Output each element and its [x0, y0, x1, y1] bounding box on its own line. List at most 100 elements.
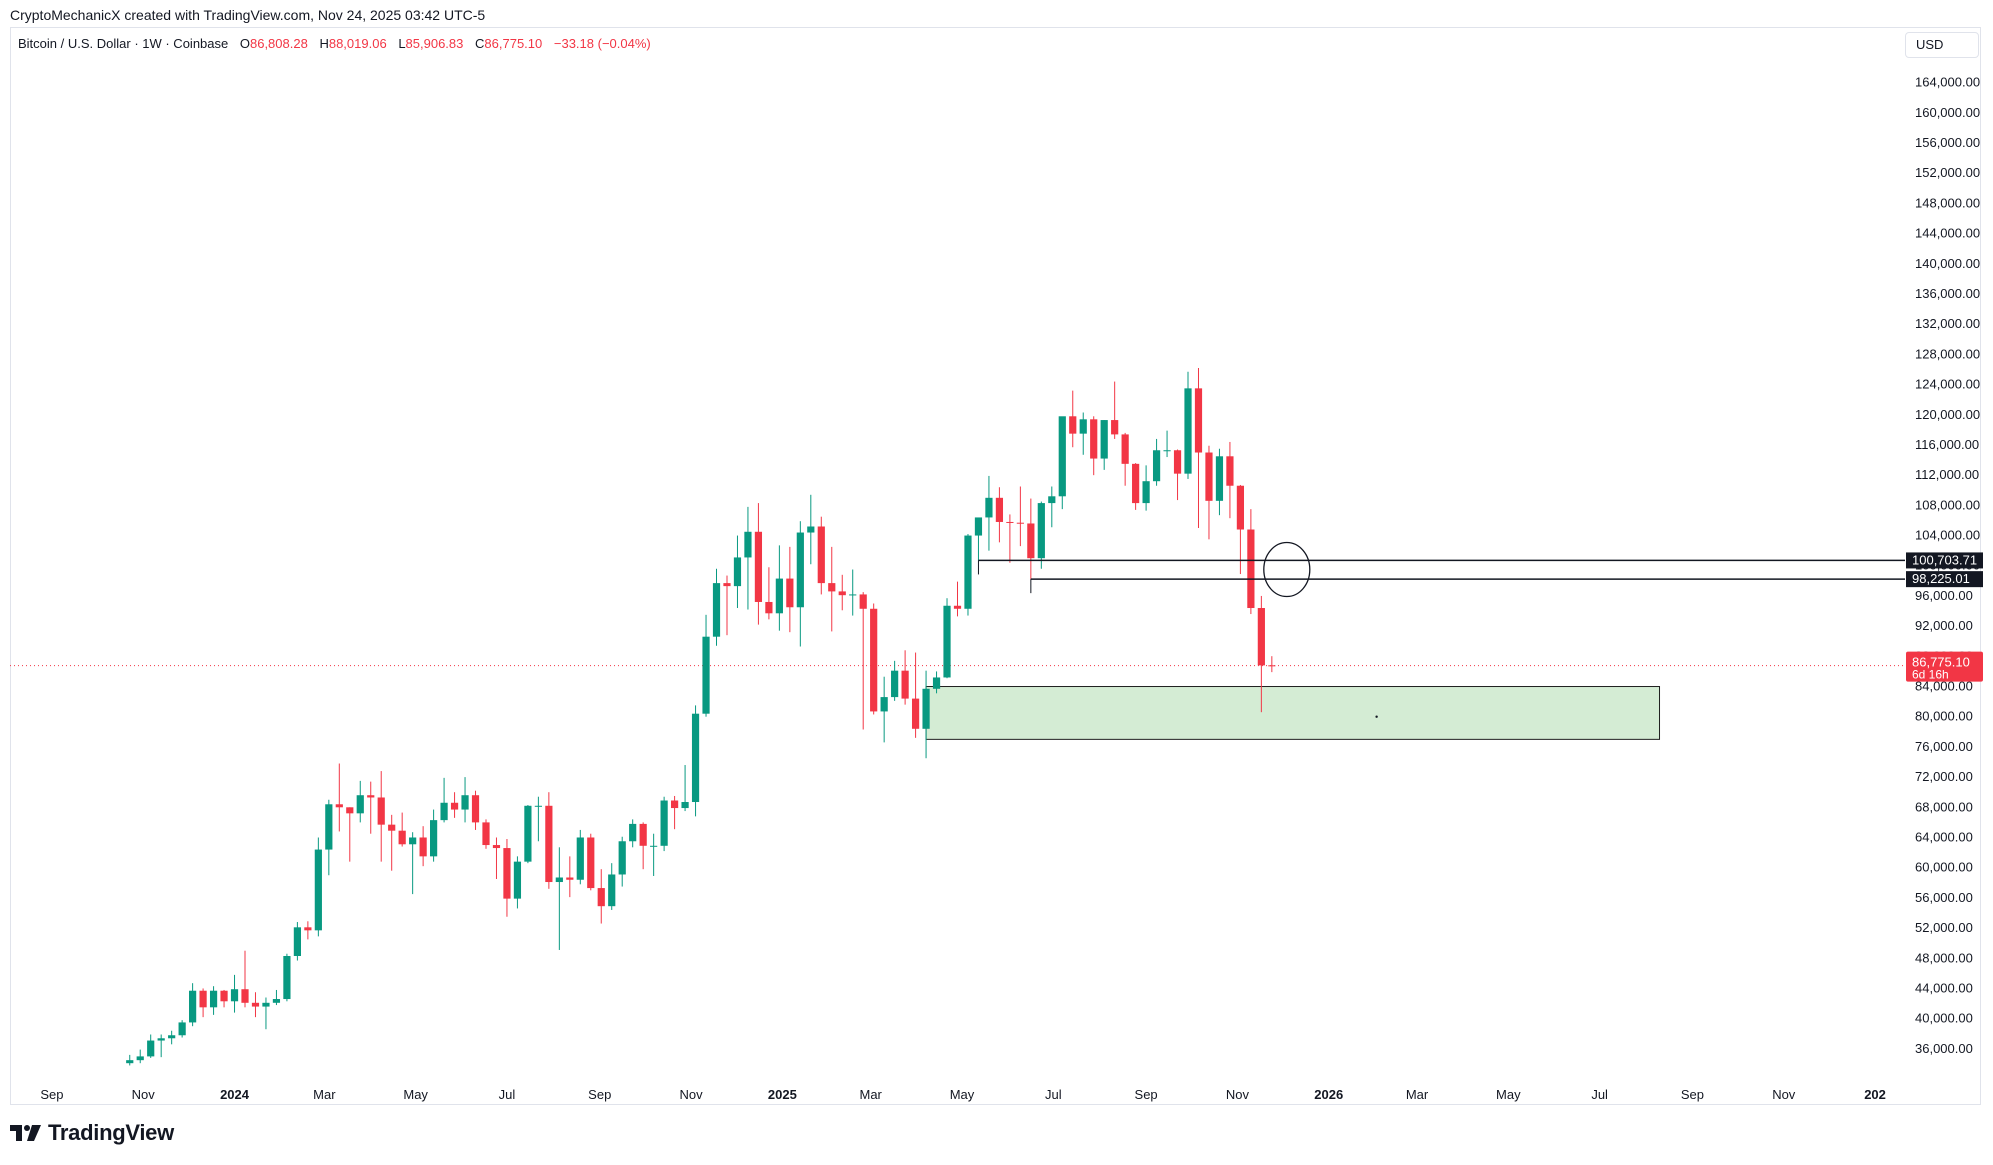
attribution-text: CryptoMechanicX created with TradingView… — [10, 7, 486, 23]
candle — [325, 799, 333, 876]
x-tick-label: May — [403, 1087, 428, 1102]
candle — [461, 777, 469, 823]
candle-body — [932, 677, 941, 689]
candle — [272, 989, 281, 1006]
candle-body — [995, 497, 1004, 522]
candle — [555, 847, 563, 950]
candle — [733, 535, 742, 609]
candle-body — [1069, 416, 1077, 434]
candle — [440, 777, 448, 823]
x-tick-label: Sep — [588, 1087, 611, 1102]
candle — [765, 567, 773, 620]
candle-body — [220, 990, 228, 1002]
candle — [367, 781, 375, 834]
x-tick-label: Mar — [859, 1087, 882, 1102]
x-tick-label: Jul — [1591, 1087, 1608, 1102]
close-value: 86,775.10 — [484, 36, 543, 51]
y-tick-label: 148,000.00 — [1915, 195, 1980, 210]
y-tick-label: 92,000.00 — [1915, 618, 1973, 633]
candle-body — [293, 927, 301, 956]
candle — [754, 503, 763, 625]
candle-body — [597, 888, 605, 907]
candle — [880, 676, 888, 743]
candle-body — [901, 670, 909, 699]
candle — [1247, 509, 1255, 615]
x-tick-label: Jul — [499, 1087, 516, 1102]
y-tick-label: 112,000.00 — [1915, 467, 1979, 482]
candle-body — [534, 805, 542, 807]
candle-body — [1268, 665, 1276, 667]
candle-body — [733, 557, 742, 587]
candle-body — [880, 697, 888, 712]
candle-body — [660, 800, 668, 846]
y-tick-label: 64,000.00 — [1915, 829, 1973, 844]
tradingview-brand[interactable]: TradingView — [10, 1120, 174, 1146]
y-tick-label: 164,000.00 — [1915, 75, 1980, 90]
candle-body — [314, 849, 322, 931]
candle-body — [629, 823, 637, 842]
candle — [157, 1034, 165, 1058]
candle — [1058, 416, 1066, 510]
y-tick-label: 108,000.00 — [1915, 497, 1980, 512]
candle-body — [828, 583, 836, 592]
y-tick-label: 144,000.00 — [1915, 226, 1980, 241]
time-axis[interactable]: Sep Nov 2024 Mar May Jul Sep Nov 2025 Mar May Jul Se… — [40, 1087, 1886, 1102]
candle — [1111, 381, 1119, 439]
candle — [995, 487, 1004, 543]
candle-body — [503, 848, 511, 899]
candle-body — [388, 824, 396, 831]
candle-body — [1142, 481, 1150, 504]
candle — [1236, 484, 1245, 575]
candle-body — [1236, 485, 1245, 530]
candle-body — [723, 583, 731, 587]
candle-body — [147, 1040, 155, 1057]
candle — [314, 837, 322, 937]
candle-body — [1132, 463, 1140, 504]
candle-body — [953, 605, 962, 609]
candle — [545, 792, 553, 889]
candle-body — [346, 807, 354, 814]
candle — [618, 836, 626, 887]
high-label: H — [319, 36, 329, 51]
open-value: 86,808.28 — [249, 36, 308, 51]
candle-body — [587, 837, 595, 889]
candle — [524, 805, 532, 864]
candle — [953, 581, 962, 617]
y-tick-label: 156,000.00 — [1915, 135, 1980, 150]
candle — [293, 922, 301, 961]
candle — [1048, 486, 1056, 528]
symbol-name[interactable]: Bitcoin / U.S. Dollar · 1W · Coinbase — [18, 36, 229, 51]
y-tick-label: 84,000.00 — [1915, 679, 1973, 694]
candle — [723, 575, 731, 636]
candle — [304, 921, 312, 940]
candle — [1079, 412, 1087, 455]
tradingview-logo-icon — [10, 1125, 41, 1141]
candle-body — [126, 1060, 134, 1064]
x-tick-label: Sep — [1135, 1087, 1158, 1102]
candle — [817, 516, 825, 595]
candle — [985, 475, 993, 551]
candle-body — [1027, 523, 1035, 559]
candle — [199, 988, 207, 1018]
candle-body — [409, 837, 417, 845]
candle — [241, 950, 249, 1008]
candle-body — [136, 1056, 144, 1061]
candle-body — [765, 601, 773, 614]
candle-body — [555, 877, 563, 883]
candle — [859, 592, 867, 730]
x-tick-label: Jul — [1045, 1087, 1062, 1102]
candle-body — [209, 990, 218, 1008]
candle-body — [796, 532, 804, 608]
candle-body — [283, 955, 291, 1000]
y-tick-label: 136,000.00 — [1915, 286, 1980, 301]
candle-body — [670, 800, 679, 809]
countdown-text: 6d 16h — [1912, 668, 1949, 682]
candles-layer — [126, 367, 1276, 1066]
candle — [419, 826, 427, 867]
candle — [587, 833, 595, 891]
candle — [1121, 432, 1129, 486]
x-tick-label: 2026 — [1314, 1087, 1343, 1102]
current-price-text: 86,775.10 — [1912, 655, 1970, 670]
currency-button[interactable]: USD — [1905, 32, 1979, 58]
